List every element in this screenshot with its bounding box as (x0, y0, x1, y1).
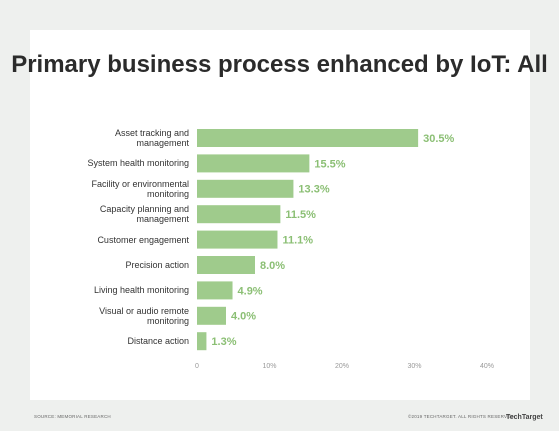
value-label: 30.5% (423, 133, 454, 145)
bar (197, 332, 207, 351)
category-label: Living health monitoring (93, 285, 189, 296)
bar (197, 281, 233, 300)
bar (197, 154, 310, 173)
value-label: 4.0% (231, 311, 256, 323)
bar (197, 179, 294, 198)
x-tick-label: 40% (480, 363, 494, 370)
value-label: 13.3% (298, 184, 329, 196)
value-label: 1.3% (211, 336, 236, 348)
value-label: 11.5% (285, 209, 316, 221)
copyright: ©2019 TECHTARGET. ALL RIGHTS RESERVED (408, 414, 514, 419)
category-label: System health monitoring (87, 158, 189, 169)
value-label: 11.1% (282, 235, 313, 247)
logo: TechTarget (506, 414, 543, 421)
bar (197, 230, 278, 249)
category-label: Asset tracking and management (114, 128, 189, 148)
category-label: Capacity planning and management (99, 204, 189, 225)
value-label: 15.5% (314, 158, 345, 170)
bar (197, 256, 255, 274)
category-label: Customer engagement (97, 234, 189, 245)
value-label: 8.0% (260, 260, 285, 272)
bar (197, 205, 281, 224)
category-label: Distance action (127, 336, 189, 347)
x-tick-label: 10% (262, 363, 276, 370)
source: SOURCE: MEMORIAL RESEARCH (34, 414, 111, 419)
x-tick-label: 0 (195, 363, 199, 370)
chart-title: Primary business process enhanced by IoT… (11, 51, 548, 78)
category-label: Precision action (125, 260, 189, 270)
bar (197, 129, 419, 147)
x-tick-label: 30% (407, 363, 421, 370)
category-label: Visual or audio remote monitoring (99, 305, 189, 326)
bar (197, 306, 226, 325)
x-tick-label: 20% (335, 363, 349, 370)
value-label: 4.9% (238, 285, 263, 297)
category-label: Facility or environmental monitoring (91, 178, 189, 199)
